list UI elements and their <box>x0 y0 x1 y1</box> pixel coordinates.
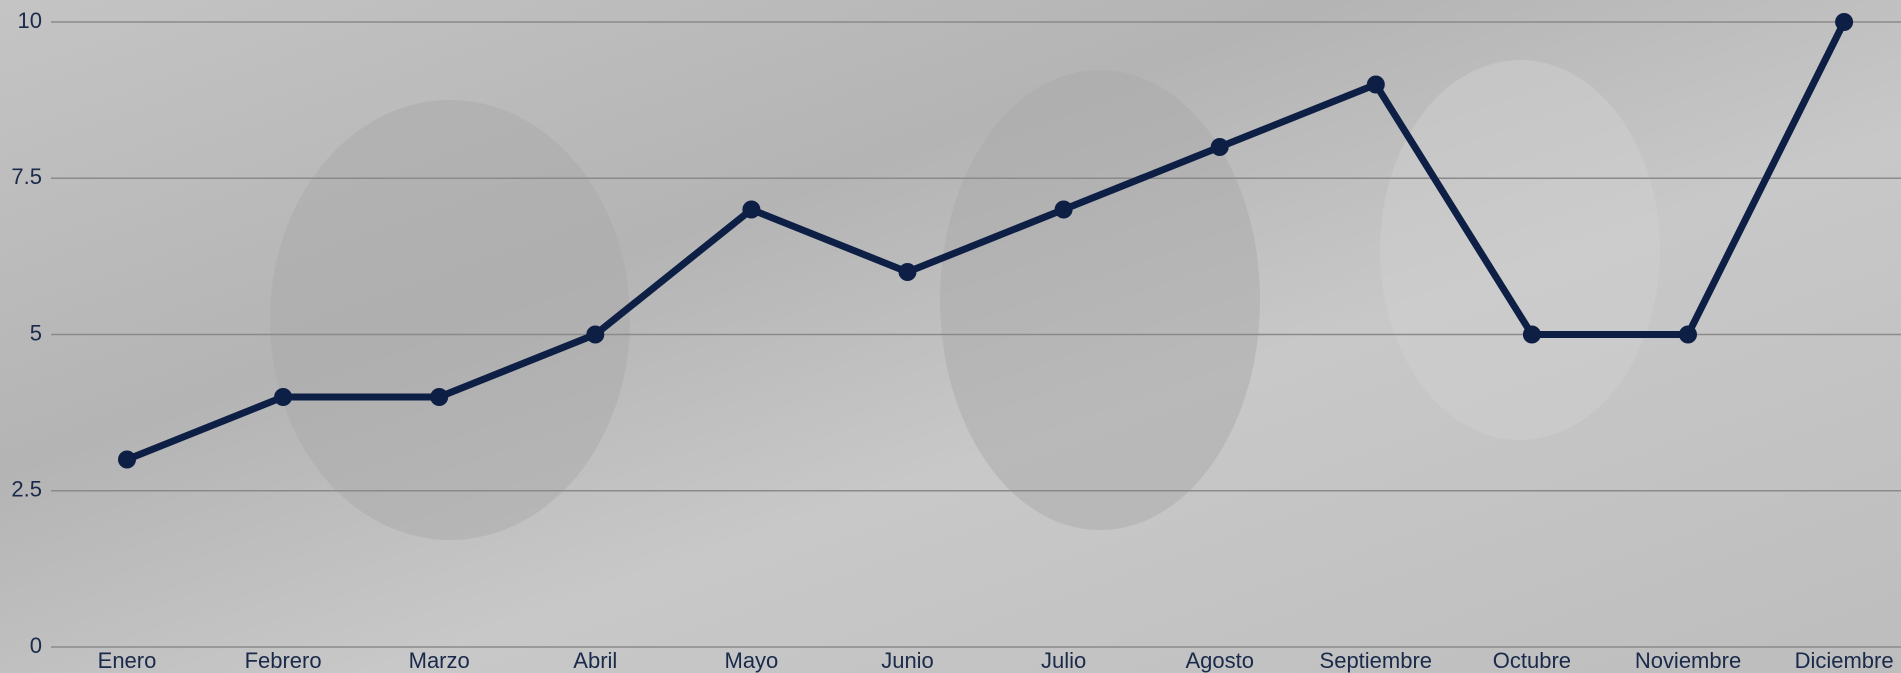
x-tick-label: Febrero <box>245 648 322 673</box>
x-tick-label: Junio <box>881 648 934 673</box>
x-tick-label: Septiembre <box>1320 648 1433 673</box>
x-tick-label: Julio <box>1041 648 1086 673</box>
data-point <box>430 388 448 406</box>
x-tick-label: Diciembre <box>1795 648 1894 673</box>
x-tick-label: Noviembre <box>1635 648 1741 673</box>
chart: 0 2.5 5 7.5 10 Enero Febrero Marzo Abril Mayo Juni… <box>0 0 1901 673</box>
photo-shape <box>940 70 1260 530</box>
y-tick-label: 10 <box>18 8 42 33</box>
data-point <box>1523 326 1541 344</box>
x-tick-label: Agosto <box>1185 648 1254 673</box>
x-tick-label: Mayo <box>725 648 779 673</box>
y-tick-label: 7.5 <box>11 164 42 189</box>
data-point <box>1367 76 1385 94</box>
y-tick-label: 2.5 <box>11 477 42 502</box>
data-point <box>742 201 760 219</box>
data-point <box>899 263 917 281</box>
data-point <box>1055 201 1073 219</box>
x-tick-label: Enero <box>98 648 157 673</box>
data-point <box>274 388 292 406</box>
x-tick-label: Abril <box>573 648 617 673</box>
photo-shape <box>1380 60 1660 440</box>
data-point <box>1679 326 1697 344</box>
y-tick-label: 0 <box>30 633 42 658</box>
y-tick-label: 5 <box>30 320 42 345</box>
photo-shape <box>270 100 630 540</box>
x-tick-label: Marzo <box>409 648 470 673</box>
data-point <box>118 451 136 469</box>
x-tick-label: Octubre <box>1493 648 1571 673</box>
data-point <box>1211 138 1229 156</box>
data-point <box>586 326 604 344</box>
data-point <box>1835 13 1853 31</box>
